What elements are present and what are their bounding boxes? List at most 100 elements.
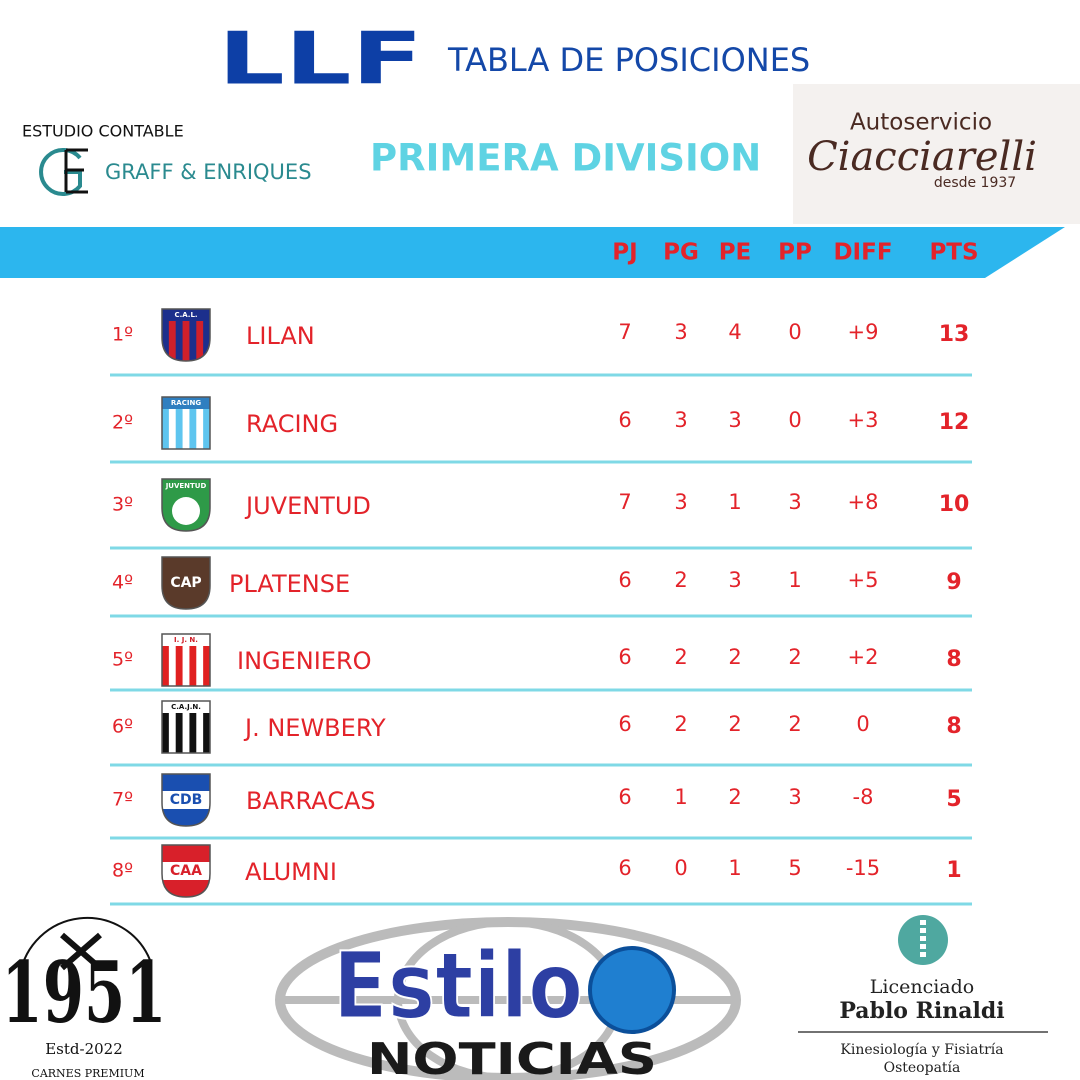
stat: 3 — [674, 408, 687, 432]
stat: 0 — [856, 712, 869, 736]
position: 5º — [112, 649, 133, 671]
stat: 2 — [674, 712, 687, 736]
team-crest: CAA — [161, 844, 211, 898]
sponsor-name: Pablo Rinaldi — [839, 998, 1004, 1024]
team-crest: RACING — [161, 396, 211, 450]
column-header: PJ — [612, 240, 637, 266]
stat: 6 — [618, 568, 631, 592]
crest-label: CAA — [170, 863, 202, 879]
stat: 2 — [728, 645, 741, 669]
stat: 3 — [674, 490, 687, 514]
position: 8º — [112, 860, 133, 882]
sponsor-text: desde 1937 — [934, 175, 1016, 191]
stat: +3 — [848, 408, 879, 432]
stat: 3 — [728, 408, 741, 432]
points: 5 — [946, 787, 961, 812]
crest-label: I. J. N. — [174, 636, 198, 644]
crest-label: C.A.J.N. — [171, 703, 201, 711]
sponsor-name: Ciacciarelli — [807, 134, 1037, 180]
column-header: DIFF — [833, 240, 892, 266]
table-row: 7º CDB BARRACAS 6 1 2 3 -8 5 — [112, 773, 962, 827]
stat: 1 — [728, 490, 741, 514]
sponsor-name: Estilo — [333, 932, 583, 1039]
position: 7º — [112, 789, 133, 811]
table-row: 6º C.A.J.N. J. NEWBERY 6 2 2 2 0 8 — [112, 700, 962, 754]
stat: 0 — [788, 320, 801, 344]
position: 6º — [112, 716, 133, 738]
position: 1º — [112, 324, 133, 346]
sponsor-logo: Estilo NOTICIAS — [275, 917, 741, 1080]
stat: 2 — [728, 712, 741, 736]
table-row: 8º CAA ALUMNI 6 0 1 5 -15 1 — [112, 844, 962, 898]
stat: +9 — [848, 320, 879, 344]
table-row: 3º JUVENTUD JUVENTUD 7 3 1 3 +8 10 — [112, 478, 970, 532]
team-name: RACING — [246, 410, 338, 438]
sponsor-logo-mark — [39, 148, 88, 196]
team-name: PLATENSE — [229, 570, 350, 598]
stat: 1 — [788, 568, 801, 592]
team-crest: CAP — [161, 556, 211, 610]
points: 9 — [946, 570, 961, 595]
stat: 6 — [618, 408, 631, 432]
team-name: BARRACAS — [246, 787, 376, 815]
points: 8 — [946, 647, 961, 672]
stat: 6 — [618, 712, 631, 736]
crest-label: RACING — [171, 399, 201, 407]
sponsor-text: Licenciado — [870, 976, 974, 998]
sponsor-logo: 1951 Estd-2022 CARNES PREMIUM — [2, 916, 167, 1080]
team-crest: JUVENTUD — [161, 478, 211, 532]
stat: 7 — [618, 490, 631, 514]
stat: 6 — [618, 785, 631, 809]
stat: 2 — [788, 645, 801, 669]
stat: 7 — [618, 320, 631, 344]
sponsor-name: 1951 — [2, 943, 167, 1042]
sponsor-name: GRAFF & ENRIQUES — [105, 160, 312, 184]
team-name: LILAN — [246, 322, 315, 350]
crest-label: JUVENTUD — [165, 482, 207, 490]
stat: +8 — [848, 490, 879, 514]
sponsor-logo: Licenciado Pablo Rinaldi Kinesiología y … — [798, 915, 1048, 1076]
points: 13 — [939, 322, 970, 347]
column-header: PG — [663, 240, 699, 266]
sponsor-text: Osteopatía — [884, 1060, 961, 1076]
stat: 0 — [788, 408, 801, 432]
stat: 2 — [674, 645, 687, 669]
stat: -8 — [853, 785, 874, 809]
column-header: PP — [778, 240, 812, 266]
points: 12 — [939, 410, 970, 435]
stat: 3 — [728, 568, 741, 592]
points: 10 — [939, 492, 970, 517]
sponsor-box — [793, 84, 1080, 224]
stat: 1 — [674, 785, 687, 809]
table-row: 4º CAP PLATENSE 6 2 3 1 +5 9 — [112, 556, 962, 610]
team-name: J. NEWBERY — [243, 714, 386, 742]
sponsor-text: Autoservicio — [850, 110, 992, 136]
stat: -15 — [846, 856, 880, 880]
team-crest: C.A.J.N. — [161, 700, 211, 754]
stat: 6 — [618, 856, 631, 880]
stat: 3 — [674, 320, 687, 344]
stat: +2 — [848, 645, 879, 669]
league-logo: LLF — [218, 17, 423, 101]
stat: 5 — [788, 856, 801, 880]
crest-label: CDB — [170, 792, 203, 808]
stat: 3 — [788, 785, 801, 809]
column-header: PE — [719, 240, 752, 266]
team-name: ALUMNI — [245, 858, 337, 886]
table-row: 1º C.A.L. LILAN 7 3 4 0 +9 13 — [112, 308, 970, 362]
team-crest: I. J. N. — [161, 633, 211, 687]
sponsor-text: Estd-2022 — [45, 1040, 123, 1058]
stat: 6 — [618, 645, 631, 669]
column-header: PTS — [929, 240, 978, 266]
stat: 2 — [788, 712, 801, 736]
page-title: TABLA DE POSICIONES — [447, 41, 810, 79]
crest-label: C.A.L. — [174, 311, 197, 319]
position: 3º — [112, 494, 133, 516]
sponsor-text: CARNES PREMIUM — [31, 1067, 144, 1080]
stat: 3 — [788, 490, 801, 514]
team-name: INGENIERO — [237, 647, 372, 675]
team-crest: C.A.L. — [161, 308, 211, 362]
stat: 2 — [674, 568, 687, 592]
